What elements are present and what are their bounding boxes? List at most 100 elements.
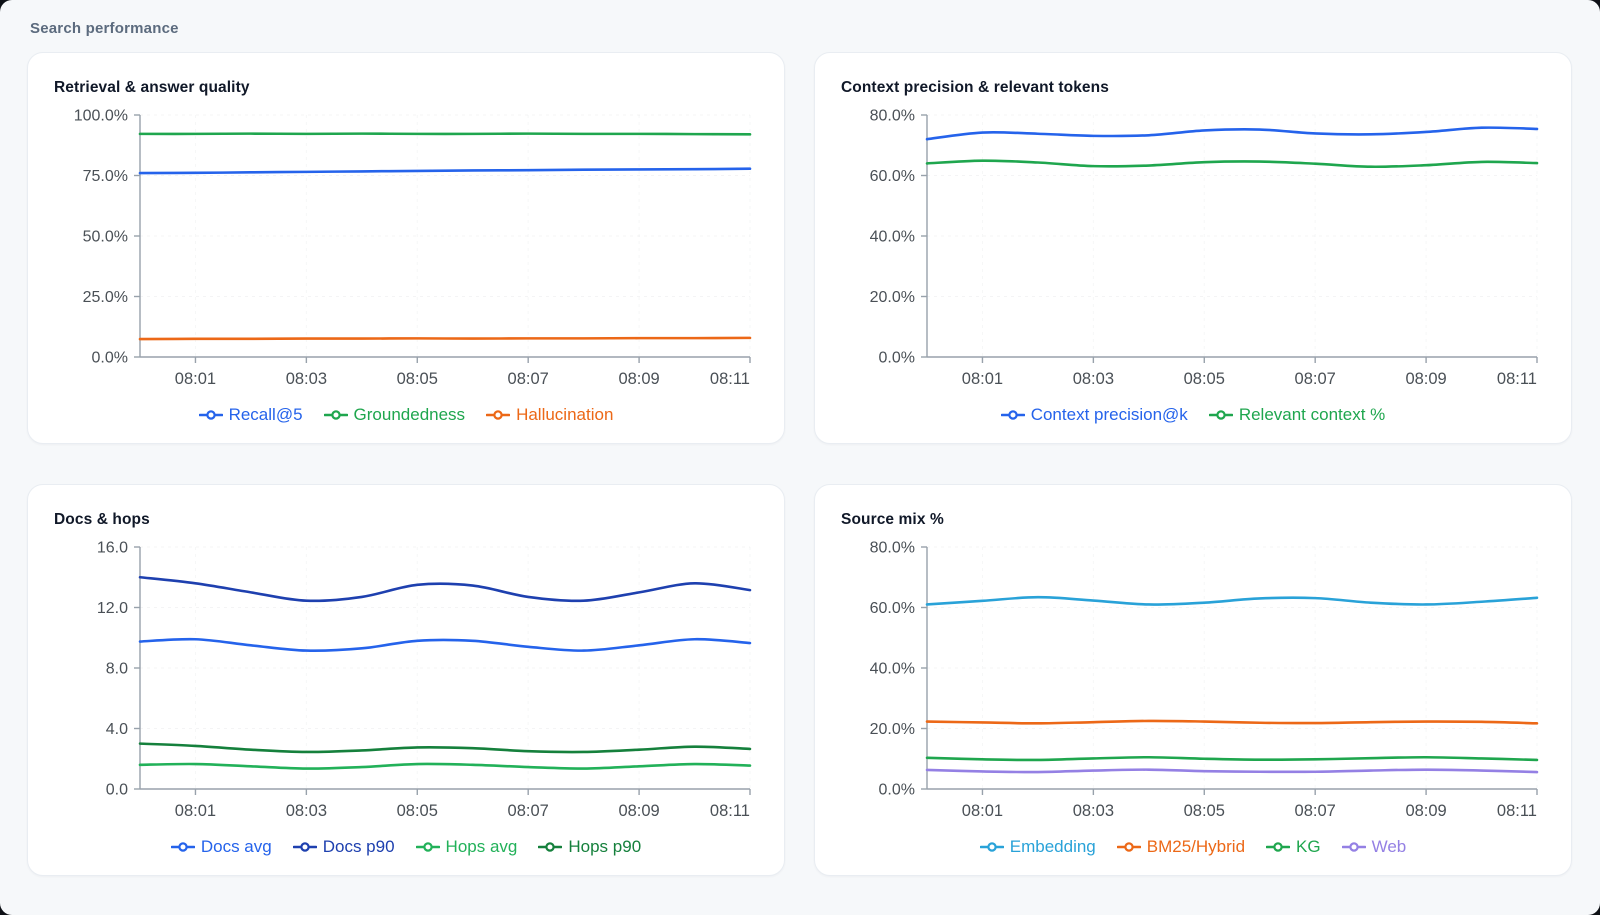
legend-marker-icon <box>538 842 563 852</box>
legend-item-embedding[interactable]: Embedding <box>979 837 1096 857</box>
series-line-relevant-context- <box>925 159 1539 169</box>
legend-label: Docs p90 <box>322 837 395 857</box>
x-tick-label: 08:05 <box>397 370 438 388</box>
x-tick-label: 08:01 <box>175 370 216 388</box>
legend-marker-icon <box>170 842 195 852</box>
legend-item-hallucination[interactable]: Hallucination <box>486 405 613 425</box>
y-tick-label: 50.0% <box>83 229 128 246</box>
x-tick-label: 08:07 <box>1295 802 1336 820</box>
legend-label: Hops avg <box>445 837 518 857</box>
legend-label: Docs avg <box>200 837 272 857</box>
chart-card-context-precision: Context precision & relevant tokens 0.0%… <box>814 52 1572 444</box>
y-tick-label: 75.0% <box>83 168 128 185</box>
legend-item-kg[interactable]: KG <box>1266 837 1321 857</box>
legend-marker-icon <box>1000 410 1025 420</box>
chart-title: Source mix % <box>841 511 944 528</box>
legend-marker-icon <box>323 410 348 420</box>
y-tick-label: 60.0% <box>870 168 915 185</box>
series-line-hops-avg <box>138 762 752 770</box>
y-tick-label: 20.0% <box>870 289 915 306</box>
y-tick-label: 40.0% <box>870 661 915 678</box>
x-tick-label: 08:07 <box>508 802 549 820</box>
legend-marker-icon <box>1266 842 1291 852</box>
series-line-bm25-hybrid <box>925 719 1539 725</box>
line-chart-canvas: 0.0% 20.0% 40.0% 60.0% 80.0% 08:01 08:03 08:05 0… <box>870 540 1539 820</box>
legend-item-groundedness[interactable]: Groundedness <box>323 405 465 425</box>
x-tick-label: 08:09 <box>618 802 659 820</box>
x-tick-label: 08:11 <box>1497 802 1537 820</box>
legend-item-hops-avg[interactable]: Hops avg <box>415 837 518 857</box>
legend-item-recall-5[interactable]: Recall@5 <box>198 405 303 425</box>
chart-title: Docs & hops <box>54 511 150 528</box>
legend-label: Embedding <box>1009 837 1096 857</box>
chart-title: Retrieval & answer quality <box>54 79 250 96</box>
legend-item-context-precision-k[interactable]: Context precision@k <box>1000 405 1188 425</box>
y-tick-label: 25.0% <box>83 289 128 306</box>
y-tick-label: 80.0% <box>870 540 915 557</box>
x-tick-label: 08:11 <box>710 802 750 820</box>
series-line-recall-5 <box>138 167 752 175</box>
y-tick-label: 20.0% <box>870 721 915 738</box>
x-tick-label: 08:09 <box>1405 370 1446 388</box>
legend-item-relevant-context-[interactable]: Relevant context % <box>1208 405 1386 425</box>
series-line-docs-p90 <box>138 575 752 603</box>
page-title: Search performance <box>30 20 179 37</box>
legend-label: Recall@5 <box>228 405 303 425</box>
x-tick-label: 08:11 <box>1497 370 1537 388</box>
x-tick-label: 08:03 <box>1073 370 1114 388</box>
y-tick-label: 0.0% <box>879 350 915 367</box>
legend-label: Hops p90 <box>568 837 642 857</box>
legend-item-docs-p90[interactable]: Docs p90 <box>292 837 395 857</box>
x-tick-label: 08:01 <box>962 802 1003 820</box>
x-tick-label: 08:03 <box>286 802 327 820</box>
legend-marker-icon <box>979 842 1004 852</box>
legend-marker-icon <box>415 842 440 852</box>
legend-label: KG <box>1296 837 1321 857</box>
charts-grid: Retrieval & answer quality 0.0% 25.0% 50.0… <box>27 52 1572 876</box>
y-tick-label: 8.0 <box>106 661 128 678</box>
legend-item-bm25-hybrid[interactable]: BM25/Hybrid <box>1116 837 1246 857</box>
x-tick-label: 08:05 <box>397 802 438 820</box>
legend-marker-icon <box>1116 842 1141 852</box>
legend-label: Web <box>1371 837 1407 857</box>
legend-label: BM25/Hybrid <box>1146 837 1246 857</box>
chart-legend: Context precision@k Relevant context % <box>841 399 1545 431</box>
legend-marker-icon <box>1341 842 1366 852</box>
chart-legend: Recall@5 Groundedness Hallucination <box>54 399 758 431</box>
y-tick-label: 40.0% <box>870 229 915 246</box>
y-tick-label: 60.0% <box>870 600 915 617</box>
x-tick-label: 08:11 <box>710 370 750 388</box>
line-chart-source-mix: 0.0% 20.0% 40.0% 60.0% 80.0% 08:01 08:03 08:05 0… <box>841 537 1545 831</box>
y-tick-label: 0.0% <box>92 350 128 367</box>
x-tick-label: 08:05 <box>1184 370 1225 388</box>
y-tick-label: 100.0% <box>74 108 128 125</box>
x-tick-label: 08:03 <box>1073 802 1114 820</box>
x-tick-label: 08:03 <box>286 370 327 388</box>
line-chart-docs-hops: 0.0 4.0 8.0 12.0 16.0 08:01 08:03 08:05 08:07 08:… <box>54 537 758 831</box>
chart-card-docs-hops: Docs & hops 0.0 4.0 8.0 12.0 16.0 08:01 08:03 0… <box>27 484 785 876</box>
x-tick-label: 08:05 <box>1184 802 1225 820</box>
legend-item-hops-p90[interactable]: Hops p90 <box>538 837 641 857</box>
series-line-context-precision-k <box>925 126 1539 141</box>
chart-card-source-mix: Source mix % 0.0% 20.0% 40.0% 60.0% 80.0% 08:… <box>814 484 1572 876</box>
legend-marker-icon <box>1208 410 1233 420</box>
y-tick-label: 80.0% <box>870 108 915 125</box>
x-tick-label: 08:07 <box>1295 370 1336 388</box>
y-tick-label: 16.0 <box>97 540 128 557</box>
legend-item-web[interactable]: Web <box>1341 837 1407 857</box>
legend-marker-icon <box>292 842 317 852</box>
legend-label: Hallucination <box>516 405 614 425</box>
line-chart-canvas: 0.0 4.0 8.0 12.0 16.0 08:01 08:03 08:05 08:07 08:… <box>97 540 752 820</box>
legend-label: Context precision@k <box>1030 405 1188 425</box>
series-line-web <box>925 768 1539 774</box>
chart-card-retrieval-quality: Retrieval & answer quality 0.0% 25.0% 50.0… <box>27 52 785 444</box>
legend-label: Relevant context % <box>1238 405 1386 425</box>
legend-marker-icon <box>198 410 223 420</box>
line-chart-canvas: 0.0% 25.0% 50.0% 75.0% 100.0% 08:01 08:03 08:05… <box>74 108 752 388</box>
chart-title: Context precision & relevant tokens <box>841 79 1109 96</box>
y-tick-label: 0.0% <box>879 782 915 799</box>
legend-item-docs-avg[interactable]: Docs avg <box>170 837 272 857</box>
series-line-hallucination <box>138 336 752 341</box>
x-tick-label: 08:01 <box>175 802 216 820</box>
